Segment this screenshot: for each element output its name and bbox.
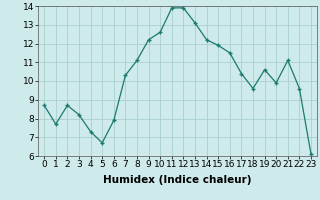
X-axis label: Humidex (Indice chaleur): Humidex (Indice chaleur) bbox=[103, 175, 252, 185]
